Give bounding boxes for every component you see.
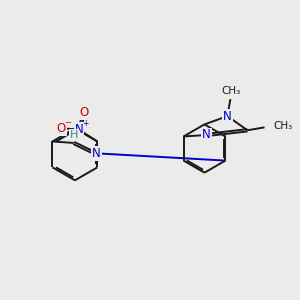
Text: N: N: [202, 128, 211, 142]
Text: N: N: [223, 110, 232, 123]
Text: −: −: [64, 118, 71, 127]
Text: N: N: [92, 147, 101, 160]
Text: +: +: [82, 119, 89, 128]
Text: N: N: [75, 123, 83, 136]
Text: H: H: [70, 130, 78, 140]
Text: O: O: [57, 122, 66, 135]
Text: O: O: [80, 106, 89, 119]
Text: CH₃: CH₃: [221, 86, 241, 96]
Text: CH₃: CH₃: [273, 121, 292, 131]
